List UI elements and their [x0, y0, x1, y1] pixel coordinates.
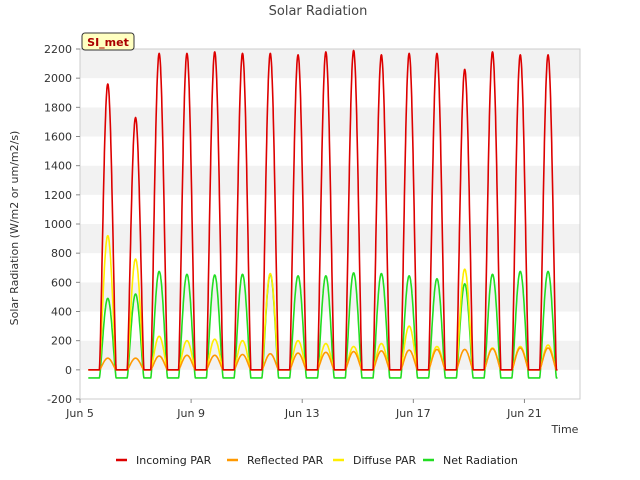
y-tick-label: 1800 — [44, 101, 72, 114]
y-axis-label: Solar Radiation (W/m2 or um/m2/s) — [8, 131, 21, 326]
legend-label: Reflected PAR — [247, 454, 324, 467]
station-badge-label: SI_met — [87, 36, 129, 49]
y-tick-label: 0 — [65, 364, 72, 377]
legend: Incoming PAR Reflected PAR Diffuse PAR Net … — [116, 454, 518, 467]
x-axis: Jun 5 Jun 9 Jun 13 Jun 17 Jun 21 — [65, 399, 542, 420]
station-badge: SI_met — [81, 32, 135, 51]
y-tick-label: 1400 — [44, 160, 72, 173]
y-tick-label: 400 — [51, 306, 72, 319]
y-axis: -200 0 200 400 600 800 1000 1200 1400 1600 1800 200… — [44, 43, 80, 406]
x-tick-label: Jun 21 — [506, 407, 542, 420]
chart-title: Solar Radiation — [269, 4, 368, 19]
x-axis-label: Time — [551, 423, 579, 436]
grid-band — [80, 224, 580, 254]
x-tick-label: Jun 17 — [395, 407, 431, 420]
grid-band — [80, 49, 580, 79]
y-tick-label: 2200 — [44, 43, 72, 56]
station-badge-box — [81, 32, 135, 51]
series-line-incoming-par — [87, 49, 558, 371]
grid-band — [80, 369, 580, 399]
y-tick-label: 1200 — [44, 189, 72, 202]
legend-label: Net Radiation — [443, 454, 518, 467]
y-tick-label: 2000 — [44, 72, 72, 85]
legend-label: Diffuse PAR — [353, 454, 417, 467]
x-tick-label: Jun 9 — [176, 407, 205, 420]
grid-band — [80, 78, 580, 108]
grid-band — [80, 253, 580, 283]
y-tick-label: -200 — [47, 393, 72, 406]
y-tick-label: 800 — [51, 247, 72, 260]
y-tick-label: 600 — [51, 276, 72, 289]
series-lines — [87, 49, 558, 379]
x-tick-label: Jun 13 — [284, 407, 320, 420]
legend-label: Incoming PAR — [136, 454, 212, 467]
y-tick-label: 200 — [51, 335, 72, 348]
x-tick-label: Jun 5 — [65, 407, 94, 420]
y-tick-label: 1000 — [44, 218, 72, 231]
y-tick-label: 1600 — [44, 131, 72, 144]
